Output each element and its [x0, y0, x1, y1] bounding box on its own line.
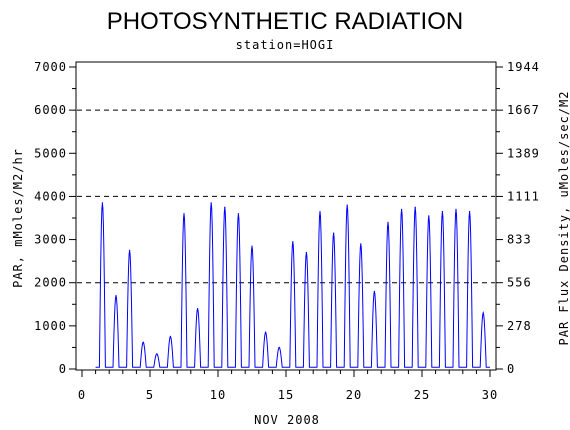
y-tick-label-3000: 3000 — [34, 233, 67, 247]
x-tick-label-20: 20 — [346, 388, 362, 402]
y2-axis-label: PAR Flux Density, uMoles/sec/M2 — [557, 91, 570, 346]
series-lines — [95, 202, 490, 368]
x-axis-label: NOV 2008 — [254, 413, 320, 427]
peak-point-20 — [373, 290, 375, 292]
peak-point-18 — [346, 204, 348, 206]
chart-title: PHOTOSYNTHETIC RADIATION — [107, 8, 463, 35]
gridlines — [77, 109, 495, 284]
peak-point-22 — [401, 208, 403, 210]
x-axis: 0 5 10 15 20 25 30 — [78, 370, 498, 402]
y2-tick-label-7: 1944 — [507, 60, 540, 74]
y-tick-label-6000: 6000 — [34, 103, 67, 117]
peak-point-8 — [210, 202, 212, 204]
peak-point-12 — [265, 331, 267, 333]
peak-point-9 — [224, 206, 226, 208]
peak-point-21 — [387, 221, 389, 223]
x-tick-label-10: 10 — [210, 388, 226, 402]
peak-point-25 — [441, 210, 443, 213]
peak-point-15 — [305, 251, 307, 254]
x-tick-label-30: 30 — [482, 388, 498, 402]
peak-point-2 — [129, 249, 131, 251]
peak-point-19 — [360, 243, 362, 245]
peak-point-27 — [469, 210, 471, 213]
peak-point-5 — [169, 336, 171, 338]
y-axis-label: PAR, mMoles/M2/hr — [11, 148, 25, 288]
peak-point-11 — [251, 245, 253, 247]
peak-point-1 — [115, 295, 117, 297]
peak-point-17 — [333, 232, 335, 234]
x-tick-label-5: 5 — [146, 388, 154, 402]
y-tick-label-0: 0 — [59, 362, 67, 376]
y-axis-right: 0 278 556 833 1111 1389 1667 1944 — [496, 60, 540, 376]
peak-point-10 — [237, 213, 239, 215]
peak-point-4 — [156, 353, 158, 355]
y2-tick-label-4: 1111 — [507, 189, 540, 203]
peak-point-7 — [197, 308, 199, 310]
peak-point-26 — [455, 208, 457, 210]
chart-subtitle: station=HOGI — [236, 38, 335, 52]
x-tick-label-0: 0 — [78, 388, 86, 402]
peak-point-23 — [414, 206, 416, 208]
y2-tick-label-3: 833 — [507, 233, 532, 247]
peak-point-14 — [292, 241, 294, 243]
y-axis-left: 0 1000 2000 3000 4000 5000 6000 7000 — [34, 60, 76, 376]
y-tick-label-1000: 1000 — [34, 319, 67, 333]
series-line-0 — [95, 202, 490, 368]
y2-tick-label-6: 1667 — [507, 103, 540, 117]
x-tick-label-25: 25 — [414, 388, 430, 402]
y2-tick-label-5: 1389 — [507, 146, 540, 160]
y2-tick-label-1: 278 — [507, 319, 532, 333]
peak-point-6 — [183, 213, 185, 215]
peak-point-3 — [142, 341, 144, 343]
y-tick-label-5000: 5000 — [34, 146, 67, 160]
y-tick-label-4000: 4000 — [34, 189, 67, 203]
peak-point-13 — [278, 346, 280, 349]
x-tick-label-15: 15 — [278, 388, 294, 402]
peak-point-24 — [428, 215, 430, 217]
y-tick-label-7000: 7000 — [34, 60, 67, 74]
y2-tick-label-0: 0 — [507, 362, 515, 376]
plot-frame — [75, 61, 497, 371]
peak-point-0 — [101, 202, 103, 204]
y2-tick-label-2: 556 — [507, 276, 532, 290]
peak-point-16 — [319, 210, 321, 213]
y-tick-label-2000: 2000 — [34, 276, 67, 290]
peak-point-28 — [482, 312, 484, 314]
